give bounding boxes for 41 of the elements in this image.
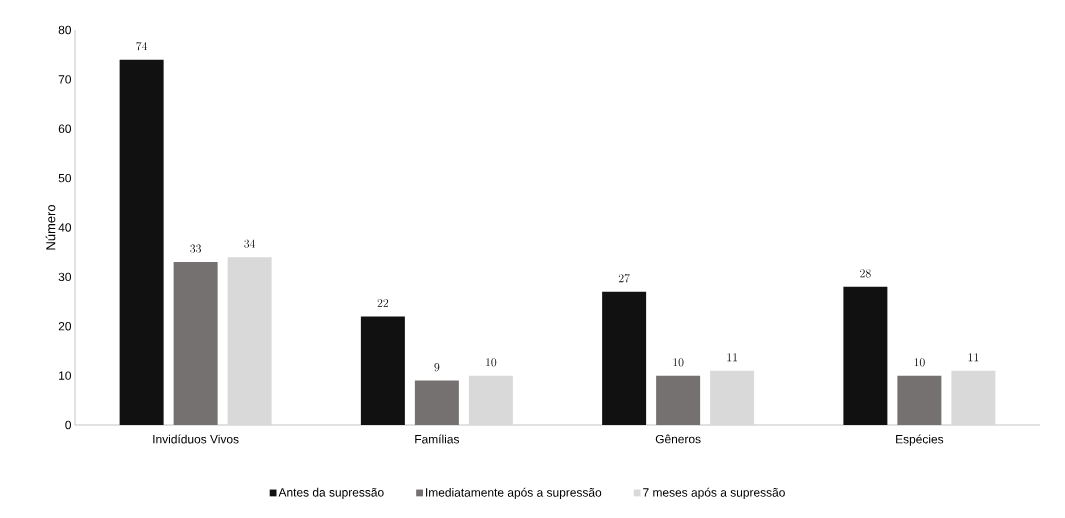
legend-label: Antes da supressão — [278, 487, 384, 500]
x-tick-label: Espécies — [896, 434, 944, 446]
bar — [173, 262, 218, 425]
y-tick-label: 60 — [58, 124, 72, 133]
x-tick-label: Gêneros — [655, 434, 701, 444]
y-tick-label: 0 — [65, 420, 72, 430]
bar — [602, 291, 647, 425]
y-tick-label: 50 — [58, 173, 72, 183]
bar — [951, 370, 996, 425]
data-label: 74 — [136, 42, 148, 51]
y-tick-label: 20 — [58, 322, 72, 331]
data-label: 33 — [190, 244, 201, 253]
bar — [414, 380, 459, 425]
data-label: 10 — [673, 358, 684, 367]
bar — [227, 257, 272, 425]
bar — [843, 286, 888, 425]
x-tick-label: Invidíduos Vivos — [153, 434, 239, 444]
data-label: 11 — [968, 353, 979, 362]
data-label: 11 — [727, 353, 738, 362]
data-label: 22 — [377, 298, 389, 307]
data-label: 28 — [860, 269, 871, 278]
y-axis-title: Número — [45, 205, 56, 250]
data-label: 10 — [914, 358, 925, 367]
bar — [360, 316, 405, 425]
bar — [656, 375, 701, 425]
y-tick-label: 70 — [58, 75, 72, 84]
data-label: 10 — [486, 358, 497, 367]
data-label: 9 — [434, 363, 440, 372]
bar — [119, 59, 164, 425]
bar — [897, 375, 942, 425]
legend-label: 7 meses após a supressão — [643, 487, 785, 500]
x-tick-label: Famílias — [415, 434, 460, 444]
y-tick-label: 30 — [58, 272, 72, 282]
bar — [468, 375, 513, 425]
bar — [710, 370, 755, 425]
y-tick-label: 80 — [58, 25, 72, 35]
y-tick-label: 10 — [59, 371, 72, 380]
data-label: 34 — [244, 239, 256, 248]
y-tick-label: 40 — [58, 223, 72, 232]
legend-label: Imediatamente após a supressão — [426, 487, 602, 500]
data-label: 27 — [618, 274, 630, 283]
